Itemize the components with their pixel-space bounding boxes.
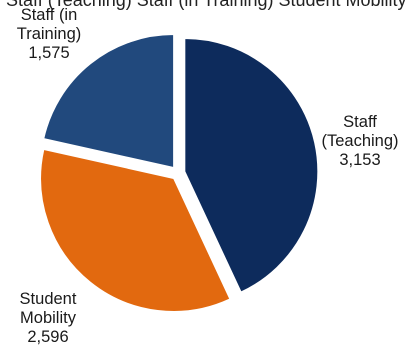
- pie-slice-staff-training: [43, 34, 175, 169]
- slice-value: 1,575: [28, 44, 70, 62]
- slice-name-line-1: Staff: [343, 113, 377, 131]
- slice-value: 3,153: [339, 151, 381, 169]
- clipped-header-text: Staff (Teaching) Staff (in Training) Stu…: [6, 0, 407, 10]
- clipped-header: Staff (Teaching) Staff (in Training) Stu…: [0, 0, 413, 12]
- pie-slice-staff-teaching: [184, 37, 319, 293]
- slice-label-staff-training: Staff (in Training) 1,575: [3, 6, 95, 63]
- slice-value: 2,596: [27, 328, 69, 346]
- slice-label-student-mobility: Student Mobility 2,596: [8, 290, 88, 347]
- slice-label-staff-teaching: Staff (Teaching) 3,153: [310, 113, 410, 170]
- slice-name-line-2: (Teaching): [321, 132, 399, 150]
- pie-slice-student-mobility: [40, 148, 231, 312]
- slice-name-line-1: Staff (in: [20, 6, 78, 24]
- slice-name-line-1: Student: [19, 290, 77, 308]
- slice-name-line-2: Training): [16, 25, 82, 43]
- slice-name-line-2: Mobility: [20, 309, 76, 327]
